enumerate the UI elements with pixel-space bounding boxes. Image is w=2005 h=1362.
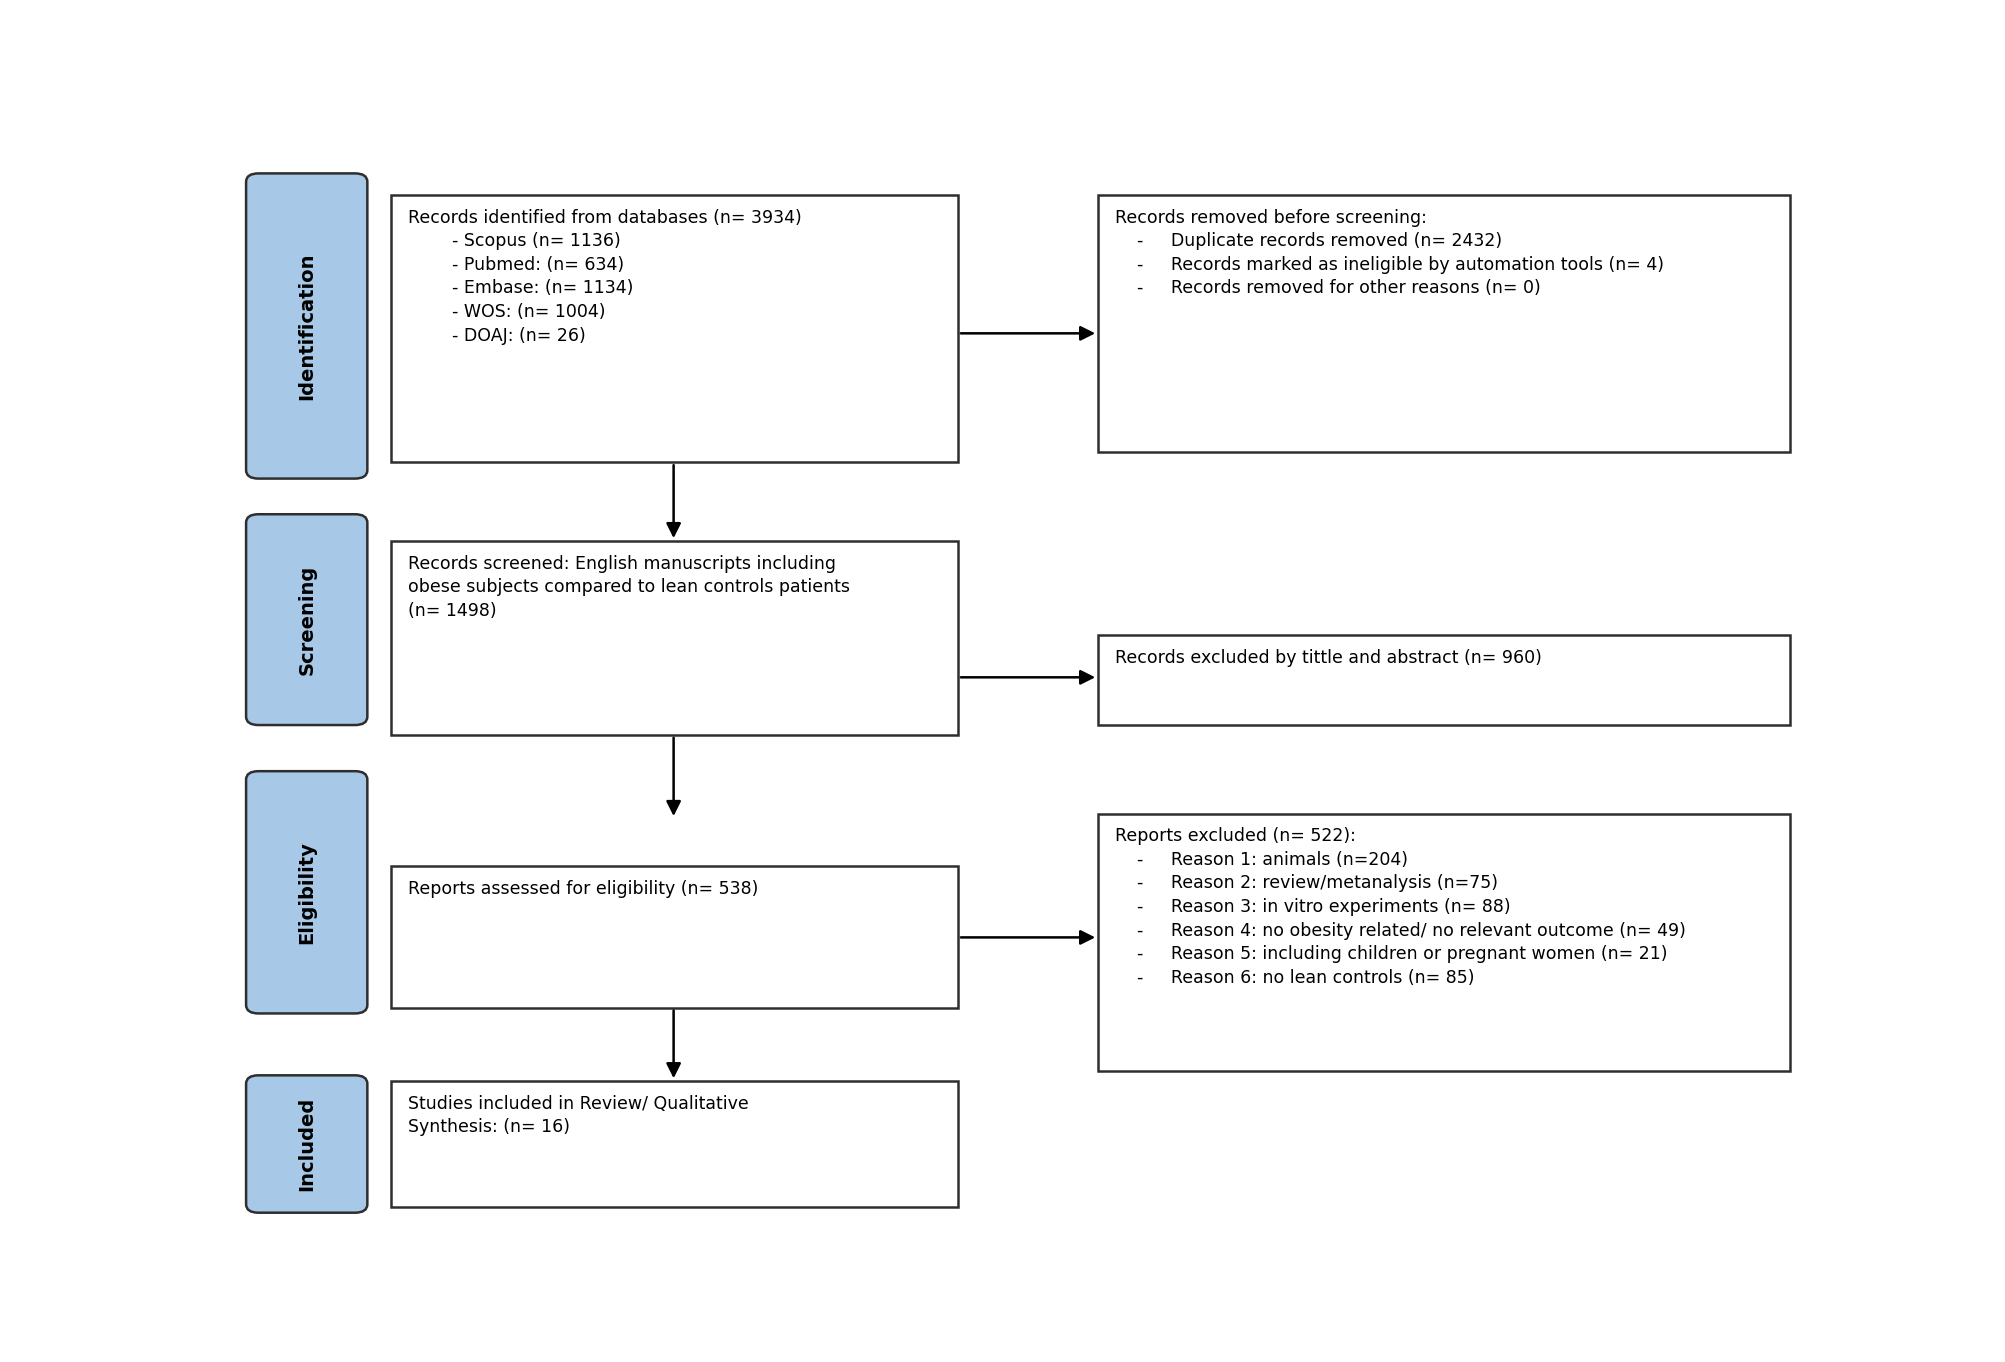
- FancyBboxPatch shape: [247, 771, 367, 1013]
- FancyBboxPatch shape: [391, 1081, 958, 1207]
- Text: Records removed before screening:
    -     Duplicate records removed (n= 2432)
: Records removed before screening: - Dupl…: [1115, 208, 1664, 297]
- Text: Reports assessed for eligibility (n= 538): Reports assessed for eligibility (n= 538…: [407, 880, 758, 898]
- FancyBboxPatch shape: [391, 866, 958, 1008]
- Text: Included: Included: [297, 1096, 317, 1192]
- FancyBboxPatch shape: [1097, 195, 1788, 452]
- FancyBboxPatch shape: [391, 195, 958, 462]
- Text: Records excluded by tittle and abstract (n= 960): Records excluded by tittle and abstract …: [1115, 650, 1542, 667]
- FancyBboxPatch shape: [1097, 813, 1788, 1071]
- FancyBboxPatch shape: [391, 541, 958, 735]
- Text: Screening: Screening: [297, 564, 317, 674]
- FancyBboxPatch shape: [247, 515, 367, 725]
- Text: Reports excluded (n= 522):
    -     Reason 1: animals (n=204)
    -     Reason : Reports excluded (n= 522): - Reason 1: a…: [1115, 827, 1684, 987]
- FancyBboxPatch shape: [247, 173, 367, 478]
- Text: Records identified from databases (n= 3934)
        - Scopus (n= 1136)
        -: Records identified from databases (n= 39…: [407, 208, 802, 345]
- Text: Records screened: English manuscripts including
obese subjects compared to lean : Records screened: English manuscripts in…: [407, 554, 850, 620]
- Text: Identification: Identification: [297, 252, 317, 399]
- Text: Studies included in Review/ Qualitative
Synthesis: (n= 16): Studies included in Review/ Qualitative …: [407, 1095, 748, 1136]
- FancyBboxPatch shape: [1097, 635, 1788, 725]
- Text: Eligibility: Eligibility: [297, 840, 317, 944]
- FancyBboxPatch shape: [247, 1076, 367, 1212]
